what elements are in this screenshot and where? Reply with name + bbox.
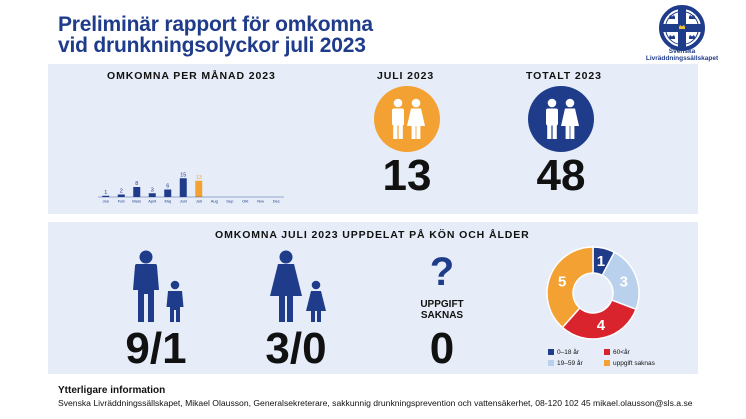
monthly-heading: OMKOMNA PER MÅNAD 2023	[107, 70, 276, 82]
footer-heading: Ytterligare information	[58, 385, 166, 396]
legend-item-19-59: 19–59 år	[548, 360, 583, 367]
title-line-1: Preliminär rapport för omkomna	[58, 13, 373, 36]
year-total-value: 48	[536, 151, 586, 200]
women-girls-value: 3/0	[265, 324, 327, 373]
title-line-2: vid drunkningsolyckor juli 2023	[58, 34, 366, 57]
unknown-label-line-2: SAKNAS	[420, 310, 464, 321]
legend-item-unknown: uppgift saknas	[604, 360, 655, 367]
question-mark-icon: ?	[429, 250, 455, 294]
legend-swatch	[604, 360, 610, 366]
legend-label: 60<år	[613, 349, 630, 356]
monthly-bar-chart: 1 Jan 2 Feb 8 Mars 3 April 6 Maj 15 Juni 13 Juli Aug Se…	[98, 172, 284, 204]
month-tick-label: Maj	[165, 199, 172, 204]
bar-value-label: 8	[135, 181, 138, 187]
bar-jan	[102, 195, 110, 197]
july-heading: JULI 2023	[377, 70, 435, 82]
legend-item-60: 60<år	[604, 349, 630, 356]
slice-60-plus	[561, 299, 637, 340]
bar-maj	[164, 189, 172, 197]
footer-contact-text: Svenska Livräddningssällskapet, Mikael O…	[58, 398, 693, 408]
month-tick-label: April	[148, 199, 156, 204]
month-tick-label: Dec	[273, 199, 280, 204]
month-tick-label: Nov	[257, 199, 264, 204]
bar-value-label: 13	[196, 175, 202, 181]
month-tick-label: Feb	[118, 199, 126, 204]
bar-value-label: 6	[166, 184, 169, 190]
legend-item-0-18: 0–18 år	[548, 349, 579, 356]
unknown-value: 0	[429, 324, 455, 373]
legend-label: 19–59 år	[557, 360, 583, 367]
bar-feb	[117, 194, 125, 197]
month-tick-label: Sep	[226, 199, 234, 204]
woman-girl-icon	[270, 250, 326, 322]
slice-value-label: 4	[597, 317, 606, 334]
month-tick-label: Juni	[180, 199, 187, 204]
legend-swatch	[604, 349, 610, 355]
month-tick-label: Jan	[103, 199, 109, 204]
month-tick-label: Okt	[242, 199, 249, 204]
july-total-value: 13	[382, 151, 432, 200]
men-boys-value: 9/1	[125, 324, 187, 373]
bar-juli	[195, 180, 203, 197]
legend-label: 0–18 år	[557, 349, 580, 356]
top-panel	[48, 64, 698, 214]
bar-april	[148, 193, 156, 197]
bar-value-label: 2	[120, 189, 123, 195]
legend-swatch	[548, 349, 554, 355]
age-donut-chart: 13 4 5	[546, 246, 640, 340]
slice-value-label: 5	[558, 273, 566, 290]
bar-juni	[179, 178, 187, 197]
sls-logo-icon	[659, 5, 705, 51]
bar-value-label: 15	[180, 172, 186, 178]
man-boy-icon	[133, 250, 184, 322]
bar-value-label: 3	[151, 187, 154, 193]
unknown-label: UPPGIFT SAKNAS	[408, 299, 476, 321]
page-title: Preliminär rapport för omkomna vid drunk…	[58, 14, 578, 56]
logo-text: Svenska Livräddningssällskapet	[624, 48, 740, 62]
month-tick-label: Juli	[196, 199, 202, 204]
slice-unknown	[546, 246, 594, 329]
total-heading: TOTALT 2023	[526, 70, 602, 82]
bar-mars	[133, 187, 141, 197]
slice-value-label: 3	[620, 273, 628, 290]
logo-line-2: Livräddningssällskapet	[645, 55, 719, 62]
total-man-woman-icon	[528, 86, 594, 152]
legend-label: uppgift saknas	[613, 360, 655, 367]
breakdown-heading: OMKOMNA JULI 2023 UPPDELAT PÅ KÖN OCH ÅL…	[215, 229, 530, 241]
legend-swatch	[548, 360, 554, 366]
logo-line-1: Svenska	[668, 48, 696, 55]
bar-value-label: 1	[104, 190, 107, 196]
month-tick-label: Mars	[132, 199, 141, 204]
month-tick-label: Aug	[211, 199, 218, 204]
unknown-label-line-1: UPPGIFT	[420, 299, 464, 310]
slice-value-label: 1	[597, 253, 605, 270]
july-man-woman-icon	[374, 86, 440, 152]
